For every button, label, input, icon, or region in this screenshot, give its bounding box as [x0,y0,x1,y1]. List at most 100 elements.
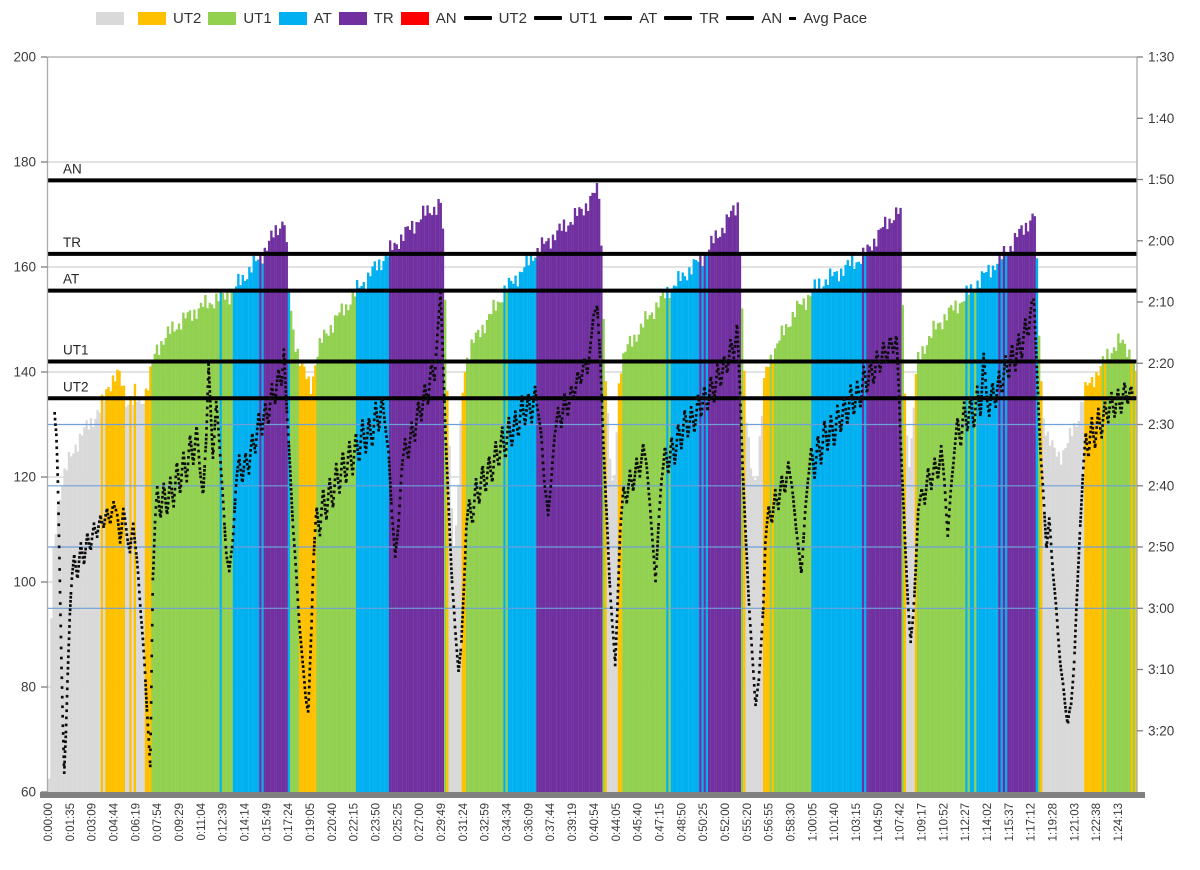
zone-line-label-AN: AN [63,161,82,176]
y-right-tick-label: 1:40 [1148,111,1174,126]
zone-line-label-TR: TR [63,235,81,250]
zone-swatch-icon [138,11,166,25]
x-tick-label: 0:27:00 [414,803,426,841]
x-tick-label: 1:17:12 [1026,803,1038,841]
zone-line-label-UT1: UT1 [63,343,89,358]
x-tick-label: 0:55:20 [742,803,754,841]
y-axis-left: 200 180 160 140 120 100 80 60 [13,50,48,800]
x-tick-label: 0:00:00 [43,803,55,841]
zone-swatch-icon [278,11,307,25]
legend-item-line-AT: AT [604,10,657,27]
y-right-tick-label: 2:50 [1148,540,1174,555]
y-right-tick-label: 3:20 [1148,723,1174,738]
legend-label: UT1 [568,9,598,27]
legend-item-zone-lt-UT2: UT2 UT1 AT TR AN UT2 UT1 AT TR AN Avg Pace [96,10,867,27]
legend-item-zone-AN: AN [400,9,457,27]
legend-label: UT2 [173,9,202,27]
x-tick-label: 1:19:28 [1048,803,1060,841]
x-tick-label: 1:03:15 [851,803,863,841]
legend-item-line-AN: AN [726,10,782,27]
x-tick-label: 0:06:19 [130,803,142,841]
x-tick-label: 0:32:59 [480,803,492,841]
x-tick-label: 0:29:49 [436,803,448,841]
x-tick-label: 1:07:42 [895,803,907,841]
legend-label: UT1 [243,9,272,27]
x-tick-label: 0:12:39 [218,803,230,841]
y-right-tick-label: 1:30 [1148,50,1174,65]
legend-label: Avg Pace [803,9,868,27]
pace-dash-icon [789,16,797,20]
zone-line-label-UT2: UT2 [63,379,89,394]
zone-swatch-icon [208,11,237,25]
pace-gridlines [48,423,1137,609]
x-tick-label: 0:39:19 [567,803,579,841]
y-left-tick-label: 100 [13,575,36,590]
x-tick-label: 0:47:15 [654,803,666,841]
legend-label: AN [435,9,457,27]
x-tick-label: 0:40:54 [589,802,601,841]
x-tick-label: 0:04:44 [109,802,121,841]
legend-item-line-TR: TR [664,10,719,27]
y-right-tick-label: 3:10 [1148,662,1174,677]
legend-label: AT [313,9,332,27]
x-tick-label: 0:48:50 [676,803,688,841]
y-left-tick-label: 180 [13,155,36,170]
y-left-tick-label: 160 [13,260,36,275]
y-right-tick-label: 2:20 [1148,356,1174,371]
y-right-tick-label: 2:10 [1148,295,1174,310]
x-tick-label: 0:37:44 [545,802,557,841]
zone-swatch-icon [96,11,124,25]
x-tick-label: 0:01:35 [65,803,77,841]
x-tick-label: 0:03:09 [87,803,99,841]
x-tick-label: 0:31:24 [458,802,470,841]
y-right-tick-label: 2:00 [1148,233,1174,248]
hr-zone-bars [48,183,1138,793]
x-tick-label: 0:56:55 [764,803,776,841]
legend-label: AT [639,9,658,27]
y-left-tick-label: 140 [13,365,36,380]
y-left-tick-label: 120 [13,470,36,485]
x-tick-label: 1:09:17 [917,803,929,841]
x-tick-label: 0:15:49 [261,803,273,841]
x-tick-label: 0:19:05 [305,803,317,841]
threshold-line-icon [726,16,755,20]
x-tick-label: 1:15:37 [1004,803,1016,841]
zone-threshold-lines: AN TR AT UT1 UT2 [48,161,1137,401]
legend-item-avg-pace: Avg Pace [789,10,867,27]
x-tick-label: 0:09:29 [174,803,186,841]
legend-label: TR [373,9,394,27]
x-tick-label: 0:44:05 [611,803,623,841]
x-tick-label: 1:10:52 [938,803,950,841]
legend-label: AN [761,9,783,27]
x-tick-label: 0:36:09 [523,803,535,841]
y-right-tick-label: 2:30 [1148,417,1174,432]
y-left-tick-label: 60 [21,785,36,800]
x-tick-label: 1:24:13 [1113,803,1125,841]
x-tick-label: 1:21:03 [1069,803,1081,841]
y-axis-right: 1:30 1:40 1:50 2:00 2:10 2:20 2:30 2:40 2:50 3:00… [1137,50,1174,738]
legend-item-zone-AT: AT [278,9,332,27]
y-right-tick-label: 1:50 [1148,172,1174,187]
legend-item-zone-UT1: UT1 [208,9,272,27]
x-tick-label: 0:20:40 [327,803,339,841]
threshold-line-icon [463,16,492,20]
x-tick-label: 1:00:05 [807,803,819,841]
x-tick-label: 1:22:38 [1091,803,1103,841]
x-tick-label: 0:52:00 [720,803,732,841]
threshold-line-icon [604,16,633,20]
x-tick-label: 0:07:54 [152,802,164,841]
x-axis-band [40,792,1145,798]
y-right-tick-label: 2:40 [1148,478,1174,493]
chart-legend: UT2 UT1 AT TR AN UT2 UT1 AT TR AN Avg Pace [96,6,867,30]
x-tick-label: 1:12:27 [960,803,972,841]
x-tick-label: 0:17:24 [283,802,295,841]
x-tick-label: 0:34:34 [502,802,514,841]
legend-label: UT2 [498,9,527,27]
x-tick-label: 0:14:14 [240,802,252,841]
legend-label: TR [699,9,720,27]
threshold-line-icon [664,16,693,20]
x-tick-label: 0:50:25 [698,803,710,841]
